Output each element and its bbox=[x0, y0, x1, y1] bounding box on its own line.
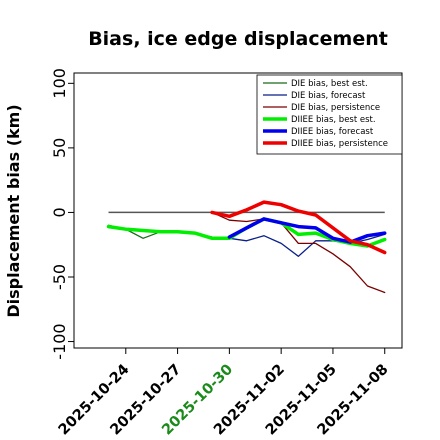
legend-entry: DIE bias, best est. bbox=[291, 79, 368, 89]
y-tick-label: -50 bbox=[50, 264, 69, 290]
y-tick-label: 100 bbox=[50, 68, 69, 99]
legend-entry: DIE bias, persistence bbox=[291, 103, 380, 113]
y-tick-label: -100 bbox=[50, 323, 69, 359]
legend-box bbox=[256, 74, 403, 155]
legend: DIE bias, best est. DIE bias, forecast DIE… bbox=[256, 74, 403, 155]
legend-entry: DIIEE bias, best est. bbox=[291, 115, 376, 125]
y-tick-label: 0 bbox=[50, 207, 69, 217]
series-layer bbox=[106, 200, 387, 294]
legend-entry: DIIEE bias, persistence bbox=[291, 139, 388, 149]
series-line-3 bbox=[211, 211, 386, 294]
chart-title: Bias, ice edge displacement bbox=[88, 28, 388, 50]
y-tick-label: 50 bbox=[50, 138, 69, 158]
y-axis-label: Displacement bias (km) bbox=[4, 104, 23, 317]
series-line-5 bbox=[227, 217, 387, 244]
legend-entry: DIE bias, forecast bbox=[291, 91, 366, 101]
series-line-6 bbox=[210, 200, 387, 255]
legend-entry: DIIEE bias, forecast bbox=[291, 127, 374, 137]
plot-frame bbox=[73, 72, 403, 349]
x-axis: 2025-10-242025-10-272025-10-302025-11-02… bbox=[56, 348, 392, 438]
y-axis: 100 50 0 -50 -100 bbox=[50, 68, 74, 360]
